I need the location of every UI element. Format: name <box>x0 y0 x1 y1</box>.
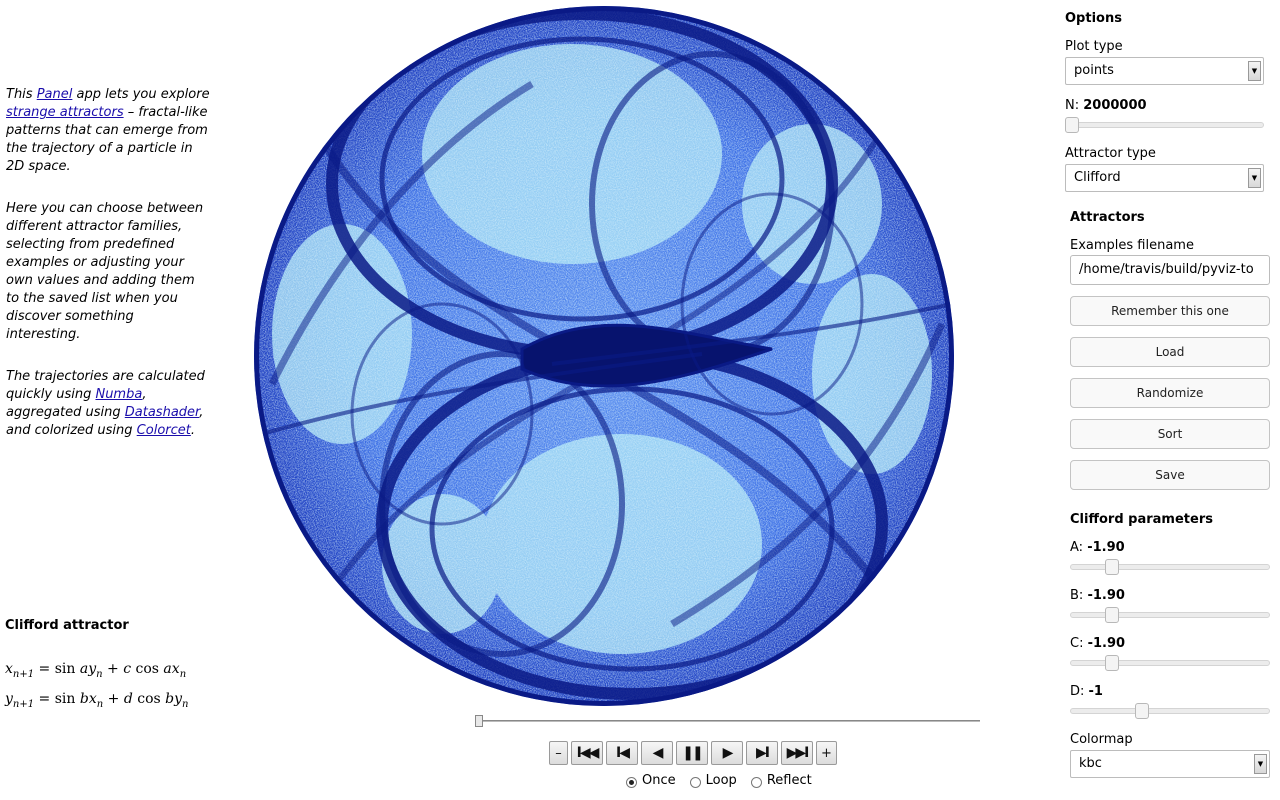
loop-mode-group: Once Loop Reflect <box>626 773 812 788</box>
slider-thumb[interactable] <box>1135 703 1150 719</box>
strange-attractors-link[interactable]: strange attractors <box>6 105 124 120</box>
equation-title: Clifford attractor <box>5 618 129 633</box>
previous-frame-button[interactable]: I◀ <box>606 741 638 765</box>
examples-filename-input[interactable]: /home/travis/build/pyviz-to <box>1070 255 1270 285</box>
slider-thumb[interactable] <box>1105 607 1120 623</box>
param-c-label: C: -1.90 <box>1070 636 1126 651</box>
play-button[interactable]: ▶ <box>711 741 743 765</box>
colormap-label: Colormap <box>1070 732 1133 747</box>
equation-x: xn+1 = sin ayn + c cos axn <box>5 661 187 680</box>
radio-dot[interactable] <box>750 777 762 788</box>
attractor-type-label: Attractor type <box>1065 146 1156 161</box>
param-b-label: B: -1.90 <box>1070 588 1125 603</box>
slider-thumb[interactable] <box>1105 655 1120 671</box>
faster-button[interactable]: + <box>816 741 837 765</box>
attractor-plot[interactable] <box>252 4 956 708</box>
attractor-bands <box>254 6 954 706</box>
slider-thumb[interactable] <box>1065 117 1079 133</box>
colormap-select[interactable]: kbc ▼ <box>1070 750 1270 778</box>
save-button[interactable]: Save <box>1070 460 1270 490</box>
slider-track <box>1065 122 1264 128</box>
param-a-slider[interactable] <box>1070 559 1270 575</box>
intro-paragraph-2: Here you can choose between different at… <box>6 201 204 342</box>
pause-button[interactable]: ❚❚ <box>676 741 708 765</box>
plot-type-select[interactable]: points ▼ <box>1065 57 1264 85</box>
player-controls: – I◀◀ I◀ ◀ ❚❚ ▶ ▶I ▶▶I + <box>549 741 837 767</box>
slider-track <box>1070 708 1270 714</box>
parameters-header: Clifford parameters <box>1070 512 1213 527</box>
numba-link[interactable]: Numba <box>95 387 143 402</box>
slider-track <box>1070 612 1270 618</box>
attractor-type-select[interactable]: Clifford ▼ <box>1065 164 1264 192</box>
dropdown-arrow-icon: ▼ <box>1254 754 1267 774</box>
loop-mode-loop[interactable]: Loop <box>689 773 737 788</box>
slider-track <box>1070 564 1270 570</box>
player-frame-slider[interactable] <box>475 712 980 732</box>
colorcet-link[interactable]: Colorcet <box>136 423 191 438</box>
description-panel: This Panel app lets you explore strange … <box>6 86 210 464</box>
datashader-link[interactable]: Datashader <box>124 405 200 420</box>
radio-dot[interactable] <box>689 777 701 788</box>
slider-thumb[interactable] <box>1105 559 1120 575</box>
intro-paragraph-3: The trajectories are calculated quickly … <box>6 369 205 438</box>
plot-type-label: Plot type <box>1065 39 1123 54</box>
examples-filename-label: Examples filename <box>1070 238 1194 253</box>
loop-mode-once[interactable]: Once <box>626 773 676 788</box>
reverse-play-button[interactable]: ◀ <box>641 741 673 765</box>
panel-link[interactable]: Panel <box>36 87 73 102</box>
slider-track <box>1070 660 1270 666</box>
next-frame-button[interactable]: ▶I <box>746 741 778 765</box>
param-d-label: D: -1 <box>1070 684 1103 699</box>
player-slider-track <box>476 720 980 722</box>
options-header: Options <box>1065 11 1122 26</box>
options-panel: Options Plot type points ▼ N: 2000000 At… <box>1065 0 1275 800</box>
sort-button[interactable]: Sort <box>1070 419 1270 449</box>
param-b-slider[interactable] <box>1070 607 1270 623</box>
n-label: N: 2000000 <box>1065 98 1147 113</box>
radio-dot[interactable] <box>626 777 637 788</box>
randomize-button[interactable]: Randomize <box>1070 378 1270 408</box>
player-slider-thumb[interactable] <box>475 715 483 727</box>
slower-button[interactable]: – <box>549 741 568 765</box>
loop-mode-reflect[interactable]: Reflect <box>750 773 812 788</box>
first-frame-button[interactable]: I◀◀ <box>571 741 603 765</box>
n-slider[interactable] <box>1065 117 1264 133</box>
param-a-label: A: -1.90 <box>1070 540 1125 555</box>
dropdown-arrow-icon: ▼ <box>1248 61 1261 81</box>
param-d-slider[interactable] <box>1070 703 1270 719</box>
dropdown-arrow-icon: ▼ <box>1248 168 1261 188</box>
intro-paragraph-1: This Panel app lets you explore strange … <box>6 87 210 174</box>
remember-button[interactable]: Remember this one <box>1070 296 1270 326</box>
last-frame-button[interactable]: ▶▶I <box>781 741 813 765</box>
equation-y: yn+1 = sin bxn + d cos byn <box>5 691 189 710</box>
param-c-slider[interactable] <box>1070 655 1270 671</box>
load-button[interactable]: Load <box>1070 337 1270 367</box>
attractors-header: Attractors <box>1070 210 1145 225</box>
